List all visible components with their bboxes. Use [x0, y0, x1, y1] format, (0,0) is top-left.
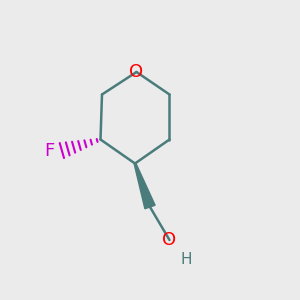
Text: O: O — [162, 231, 177, 249]
Polygon shape — [134, 163, 155, 209]
Text: O: O — [129, 63, 144, 81]
Text: F: F — [44, 142, 55, 160]
Text: H: H — [180, 252, 192, 267]
